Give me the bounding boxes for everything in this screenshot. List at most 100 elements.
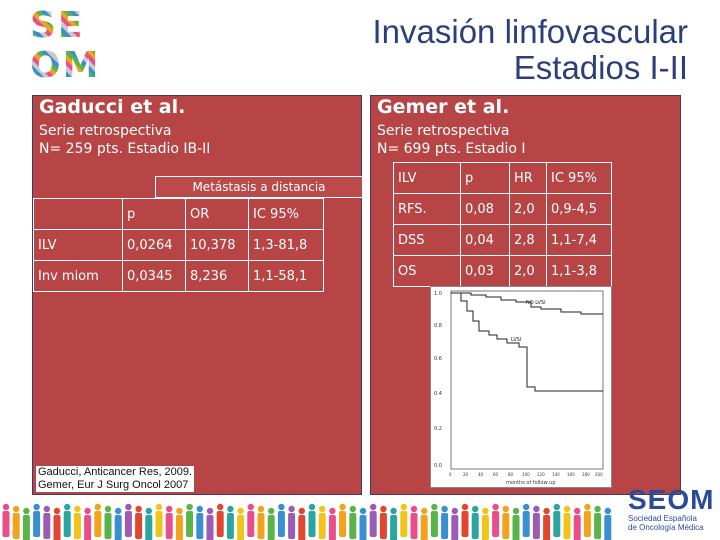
crowd-figure-body xyxy=(114,515,122,540)
table-cell: 1,3-81,8 xyxy=(248,229,324,261)
crowd-figure-head xyxy=(584,503,591,511)
crowd-figure-body xyxy=(420,515,428,540)
crowd-figure-body xyxy=(12,513,20,539)
table-row: RFS. 0,08 2,0 0,9-4,5 xyxy=(393,193,612,225)
crowd-figure-body xyxy=(400,511,408,537)
metastasis-table-title: Metástasis a distancia xyxy=(155,176,363,198)
crowd-figure-head xyxy=(329,507,336,515)
crowd-figure-body xyxy=(308,511,316,537)
lvsi-curve xyxy=(451,292,603,392)
lvsi-label: LVSI xyxy=(511,337,521,343)
crowd-figure-head xyxy=(155,503,163,511)
table-cell: 1,1-58,1 xyxy=(248,260,324,292)
crowd-figure-body xyxy=(53,515,61,540)
crowd-figure-head xyxy=(370,503,377,511)
crowd-figure-body xyxy=(288,513,296,539)
table-cell: 2,0 xyxy=(509,193,547,225)
brand-name: SEOM xyxy=(628,484,715,515)
crowd-figure-body xyxy=(532,513,540,539)
crowd-figure-body xyxy=(583,511,591,537)
crowd-figure-head xyxy=(196,505,203,513)
crowd-figure-head xyxy=(104,505,112,513)
crowd-figure-body xyxy=(165,513,173,539)
crowd-figure-head xyxy=(359,507,367,515)
gaducci-panel: Gaducci et al. Serie retrospectiva N= 25… xyxy=(32,95,363,495)
logo-line-1: SE xyxy=(30,5,85,46)
crowd-figure-head xyxy=(176,507,183,515)
x-tick-label: 20 xyxy=(463,472,469,477)
x-tick-label: 160 xyxy=(567,472,575,477)
table-cell: 2,8 xyxy=(509,224,547,256)
table-header-cell: p xyxy=(460,162,510,194)
table-cell: 10,378 xyxy=(185,229,249,261)
crowd-figure-head xyxy=(400,503,407,511)
crowd-figure-head xyxy=(63,503,71,511)
table-cell: 0,9-4,5 xyxy=(546,193,612,225)
crowd-figure-head xyxy=(257,505,265,513)
crowd-figure-head xyxy=(594,505,601,513)
gaducci-series: Serie retrospectiva xyxy=(39,123,172,139)
x-tick-label: 80 xyxy=(508,472,514,477)
crowd-figure-body xyxy=(328,515,336,540)
crowd-figure-body xyxy=(441,513,449,539)
crowd-figure-body xyxy=(298,515,306,540)
logo-line-2: OM xyxy=(30,45,101,86)
crowd-figure-body xyxy=(451,515,459,540)
x-tick-label: 120 xyxy=(537,472,545,477)
table-cell: 0,08 xyxy=(460,193,510,225)
crowd-figure-head xyxy=(94,503,102,511)
crowd-figure-body xyxy=(135,513,143,539)
crowd-figure-head xyxy=(227,505,234,513)
title-line-1: Invasión linfovascular xyxy=(372,13,689,50)
crowd-figure-head xyxy=(53,507,61,515)
crowd-figure-body xyxy=(390,515,398,540)
gemer-panel: Gemer et al. Serie retrospectiva N= 699 … xyxy=(370,95,681,495)
crowd-figure-head xyxy=(247,503,254,511)
crowd-figure-head xyxy=(319,505,326,513)
crowd-figure-head xyxy=(135,505,142,513)
crowd-figure-head xyxy=(472,505,479,513)
x-tick-label: 100 xyxy=(522,472,530,477)
x-tick-label: 40 xyxy=(478,472,484,477)
crowd-figure-head xyxy=(115,507,122,515)
crowd-figure-head xyxy=(339,503,346,511)
crowd-figure-head xyxy=(502,505,509,513)
brand-sub-1: Sociedad Española xyxy=(628,514,697,523)
crowd-figure-body xyxy=(2,511,10,537)
y-tick-label: 1.0 xyxy=(434,291,442,297)
crowd-figure-body xyxy=(196,513,204,539)
title-line-2: Estadios I-II xyxy=(513,49,688,86)
table-cell: Inv miom xyxy=(33,260,123,292)
crowd-figure-head xyxy=(2,503,10,511)
crowd-figure-head xyxy=(43,505,50,513)
crowd-figure-body xyxy=(175,515,183,540)
crowd-figure-head xyxy=(84,507,91,515)
reference-1: Gaducci, Anticancer Res, 2009. xyxy=(38,466,193,478)
crowd-figure-head xyxy=(390,507,397,515)
table-header-cell: ILV xyxy=(393,162,461,194)
crowd-figure-body xyxy=(492,511,500,537)
crowd-figure-head xyxy=(461,503,469,511)
brand-sub-2: de Oncología Médica xyxy=(628,523,704,532)
crowd-figure-head xyxy=(186,503,193,511)
crowd-figure-head xyxy=(533,505,540,513)
table-header-cell: p xyxy=(122,198,186,230)
crowd-figure-body xyxy=(267,515,275,540)
crowd-figure-body xyxy=(155,511,163,537)
crowd-figure-head xyxy=(441,505,448,513)
x-tick-label: 180 xyxy=(582,472,590,477)
crowd-figure-body xyxy=(461,511,469,537)
crowd-figure-body xyxy=(339,511,347,537)
crowd-figure-head xyxy=(278,503,285,511)
crowd-figure-body xyxy=(33,511,41,537)
crowd-figure-head xyxy=(492,503,499,511)
x-tick-label: 140 xyxy=(552,472,560,477)
table-cell: 0,04 xyxy=(460,224,510,256)
table-cell: ILV xyxy=(33,229,123,261)
x-tick-label: 0 xyxy=(449,472,452,477)
y-tick-label: 0.0 xyxy=(434,463,442,469)
crowd-figure-head xyxy=(421,507,428,515)
crowd-figure-body xyxy=(359,515,367,540)
crowd-figure-body xyxy=(43,513,51,539)
survival-curve-svg: 1.0 0.8 0.6 0.4 0.2 0.0 NO LVSI LVSI 0 2… xyxy=(434,290,604,486)
